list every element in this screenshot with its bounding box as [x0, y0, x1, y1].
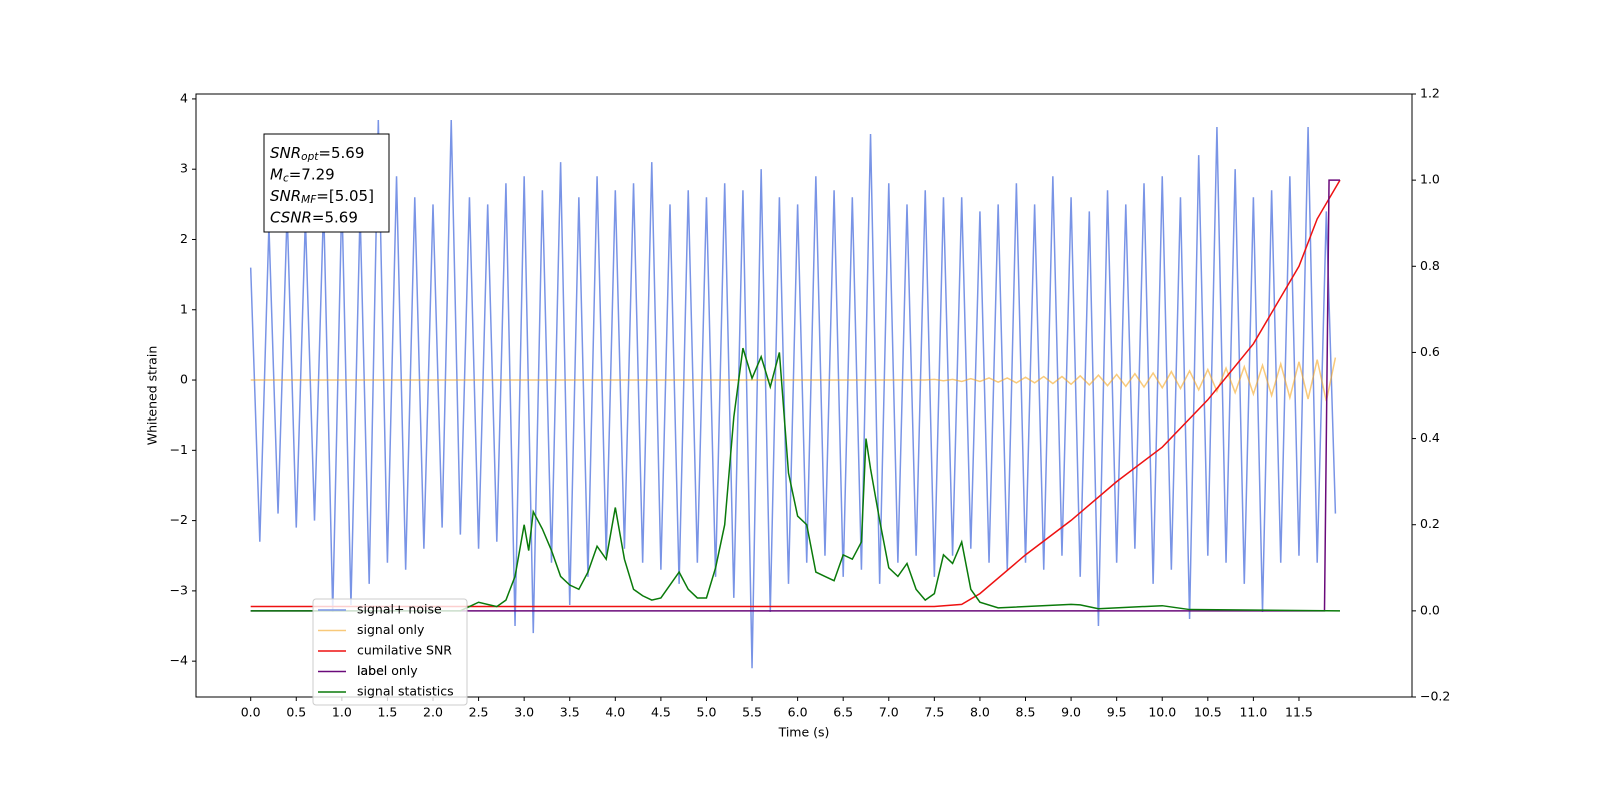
- x-tick-label: 10.5: [1194, 705, 1222, 720]
- x-tick-label: 1.5: [377, 705, 397, 720]
- x-tick-label: 4.0: [605, 705, 625, 720]
- y-tick-label: 2: [180, 231, 188, 246]
- x-tick-label: 5.0: [697, 705, 717, 720]
- series-line: [249, 119, 1337, 669]
- x-tick-label: 8.0: [970, 705, 990, 720]
- x-tick-label: 4.5: [651, 705, 671, 720]
- y-tick-label: −2: [170, 512, 188, 527]
- annotation-rest: =[5.05]: [316, 187, 374, 205]
- y2-tick-label: 1.0: [1420, 172, 1440, 187]
- x-tick-label: 11.0: [1239, 705, 1267, 720]
- plot-frame: [195, 93, 1413, 698]
- x-tick-label: 6.0: [788, 705, 808, 720]
- annotation-box: [263, 133, 390, 233]
- annotation-sub: opt: [301, 151, 319, 163]
- legend-label: signal only: [357, 622, 425, 637]
- legend-box: [312, 598, 468, 706]
- legend-label: cumilative SNR: [357, 643, 452, 658]
- x-tick-label: 1.0: [332, 705, 352, 720]
- y-tick-label: −4: [170, 653, 188, 668]
- x-tick-label: 5.5: [742, 705, 762, 720]
- series-line: [250, 347, 1340, 612]
- plot-background: [196, 94, 1412, 697]
- annotation-rest: =5.69: [312, 208, 358, 226]
- y2-tick-label: 0.6: [1420, 344, 1440, 359]
- annotation-main: SNR: [270, 144, 301, 162]
- annotation-main: CSNR: [270, 208, 312, 226]
- y2-tick-label: 1.2: [1420, 86, 1440, 101]
- x-tick-label: 7.0: [879, 705, 899, 720]
- x-tick-label: 10.0: [1148, 705, 1176, 720]
- annotation-main: M: [270, 165, 283, 183]
- y-tick-label: −1: [170, 442, 188, 457]
- x-tick-label: 6.5: [833, 705, 853, 720]
- x-tick-label: 2.0: [423, 705, 443, 720]
- y2-tick-label: 0.2: [1420, 516, 1440, 531]
- x-tick-label: 0.0: [241, 705, 261, 720]
- x-tick-label: 9.5: [1107, 705, 1127, 720]
- y2-tick-label: −0.2: [1420, 689, 1450, 704]
- x-tick-label: 7.5: [924, 705, 944, 720]
- x-tick-label: 3.0: [514, 705, 534, 720]
- annotation-rest: =7.29: [289, 165, 335, 183]
- annotation-main: SNR: [270, 187, 301, 205]
- annotation-rest: =5.69: [318, 144, 364, 162]
- y2-tick-label: 0.8: [1420, 258, 1440, 273]
- y2-tick-label: 0.4: [1420, 430, 1440, 445]
- annotation-sub: c: [283, 173, 289, 185]
- x-tick-label: 2.5: [469, 705, 489, 720]
- y-tick-label: −3: [170, 582, 188, 597]
- series-line: [250, 179, 1340, 612]
- series-line: [250, 179, 1341, 608]
- annotation-line: Mc=7.29: [270, 165, 335, 185]
- series-line: [250, 357, 1337, 402]
- x-tick-label: 9.0: [1061, 705, 1081, 720]
- y-tick-label: 0: [180, 372, 188, 387]
- annotation-line: SNRMF=[5.05]: [270, 187, 374, 207]
- legend-label: signal statistics: [357, 684, 454, 699]
- x-tick-label: 0.5: [286, 705, 306, 720]
- y-tick-label: 4: [180, 90, 188, 105]
- annotation-line: SNRopt=5.69: [270, 144, 364, 164]
- x-tick-label: 11.5: [1285, 705, 1313, 720]
- legend-label: label only: [357, 663, 418, 678]
- y-tick-label: 1: [180, 301, 188, 316]
- annotation-line: CSNR=5.69: [270, 208, 358, 226]
- x-tick-label: 3.5: [560, 705, 580, 720]
- legend-label: signal+ noise: [357, 602, 442, 617]
- x-axis-label: Time (s): [778, 725, 830, 740]
- y-axis-label: Whitened strain: [145, 346, 160, 445]
- y2-tick-label: 0.0: [1420, 602, 1440, 617]
- annotation-sub: MF: [301, 194, 317, 206]
- x-tick-label: 8.5: [1016, 705, 1036, 720]
- y-tick-label: 3: [180, 161, 188, 176]
- legend-label: label: [357, 663, 387, 678]
